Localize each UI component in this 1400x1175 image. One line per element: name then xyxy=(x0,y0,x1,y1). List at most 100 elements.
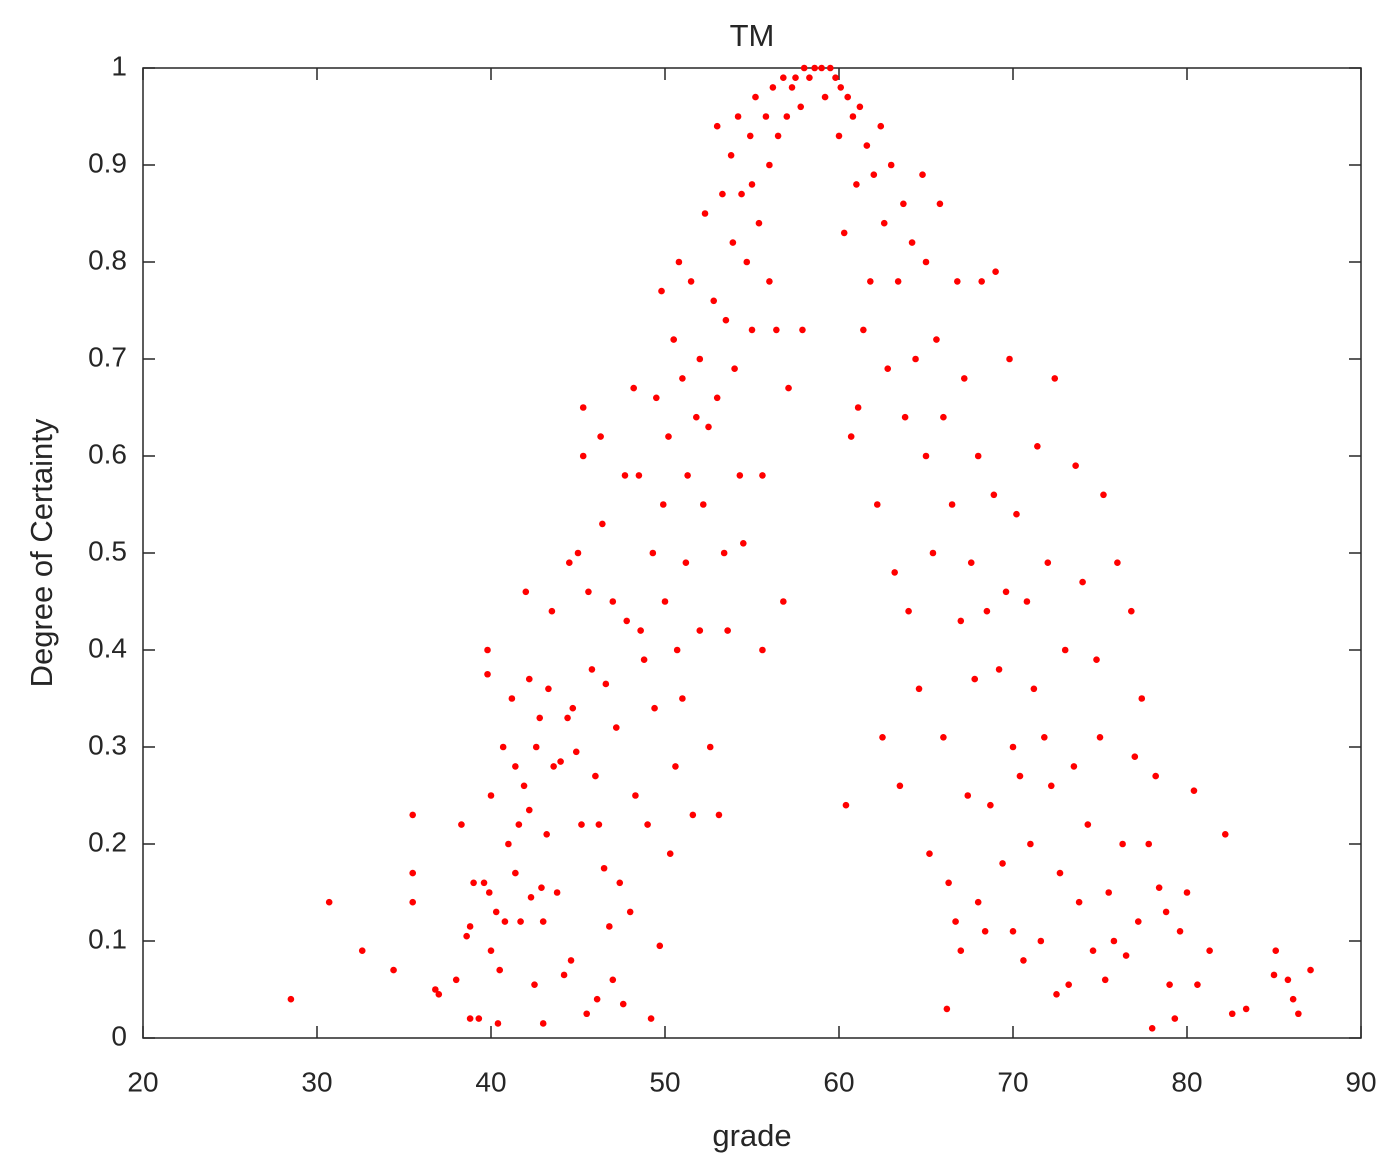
point xyxy=(856,103,864,111)
point xyxy=(673,646,681,654)
point xyxy=(522,588,530,596)
point xyxy=(960,375,968,382)
point xyxy=(860,326,867,334)
point xyxy=(553,889,561,896)
point xyxy=(661,598,669,605)
point xyxy=(609,976,617,984)
point xyxy=(480,879,488,887)
point xyxy=(1013,510,1020,518)
x-tick-label: 70 xyxy=(997,1066,1028,1097)
point xyxy=(1183,889,1191,896)
point xyxy=(1138,695,1146,702)
point xyxy=(635,472,643,479)
point xyxy=(600,864,608,872)
point xyxy=(525,806,533,814)
point xyxy=(485,889,493,896)
point xyxy=(1100,491,1107,499)
point xyxy=(832,74,839,81)
point xyxy=(536,714,544,722)
y-tick-label: 0.8 xyxy=(88,244,127,275)
point xyxy=(574,549,582,557)
point xyxy=(432,986,439,993)
point xyxy=(564,714,571,722)
point xyxy=(1051,375,1059,382)
point xyxy=(1096,734,1104,741)
point xyxy=(612,724,620,731)
point xyxy=(583,1010,590,1018)
point xyxy=(713,394,721,402)
x-tick-label: 50 xyxy=(649,1066,680,1097)
point xyxy=(512,763,519,770)
point xyxy=(588,666,596,673)
point xyxy=(811,64,818,72)
point xyxy=(475,1015,483,1022)
point xyxy=(948,501,956,508)
point xyxy=(800,64,808,72)
x-tick-label: 90 xyxy=(1345,1066,1376,1097)
point xyxy=(759,646,766,654)
point xyxy=(1272,947,1280,954)
point xyxy=(1016,772,1024,780)
point xyxy=(679,695,686,702)
point xyxy=(1070,763,1078,770)
point xyxy=(1284,976,1292,984)
y-tick-label: 0.5 xyxy=(88,535,127,566)
point xyxy=(729,239,737,246)
point xyxy=(1093,656,1100,663)
point xyxy=(1122,952,1130,959)
point xyxy=(466,1015,474,1022)
point xyxy=(1089,947,1097,954)
point xyxy=(719,190,726,198)
point xyxy=(672,763,679,770)
point xyxy=(840,229,848,237)
point xyxy=(1145,840,1153,848)
point xyxy=(463,932,470,940)
point xyxy=(891,569,898,576)
point xyxy=(435,991,443,998)
point xyxy=(900,200,907,208)
point xyxy=(458,821,465,828)
point xyxy=(508,695,516,702)
point xyxy=(957,617,965,625)
y-tick-label: 0 xyxy=(111,1020,127,1051)
point xyxy=(748,326,756,334)
y-axis-label: Degree of Certainty xyxy=(24,418,59,687)
point xyxy=(621,472,629,479)
point xyxy=(740,540,747,547)
point xyxy=(990,491,998,499)
y-tick-label: 0.1 xyxy=(88,923,127,954)
point xyxy=(647,1015,655,1022)
point xyxy=(532,743,540,751)
point xyxy=(853,181,860,188)
point xyxy=(653,394,660,402)
point xyxy=(505,840,512,848)
point xyxy=(1027,840,1034,848)
point xyxy=(842,801,850,809)
point xyxy=(1221,831,1229,838)
y-tick-label: 0.3 xyxy=(88,729,127,760)
point xyxy=(936,200,944,208)
point xyxy=(696,627,704,634)
point xyxy=(1110,937,1118,945)
point xyxy=(987,801,994,809)
point xyxy=(919,171,926,178)
point xyxy=(785,384,792,392)
point xyxy=(1114,559,1121,566)
plot-area xyxy=(142,67,1362,1039)
point xyxy=(696,355,704,363)
point xyxy=(1037,937,1045,945)
point xyxy=(579,404,587,411)
point xyxy=(390,966,397,974)
point xyxy=(689,811,697,819)
point xyxy=(512,869,519,877)
point xyxy=(487,947,495,954)
point xyxy=(499,743,507,751)
point xyxy=(788,84,796,91)
point xyxy=(854,404,862,411)
point xyxy=(578,821,585,828)
point xyxy=(644,821,651,828)
point xyxy=(1166,981,1173,988)
point xyxy=(1002,588,1010,596)
point xyxy=(945,879,952,887)
point xyxy=(867,278,874,285)
